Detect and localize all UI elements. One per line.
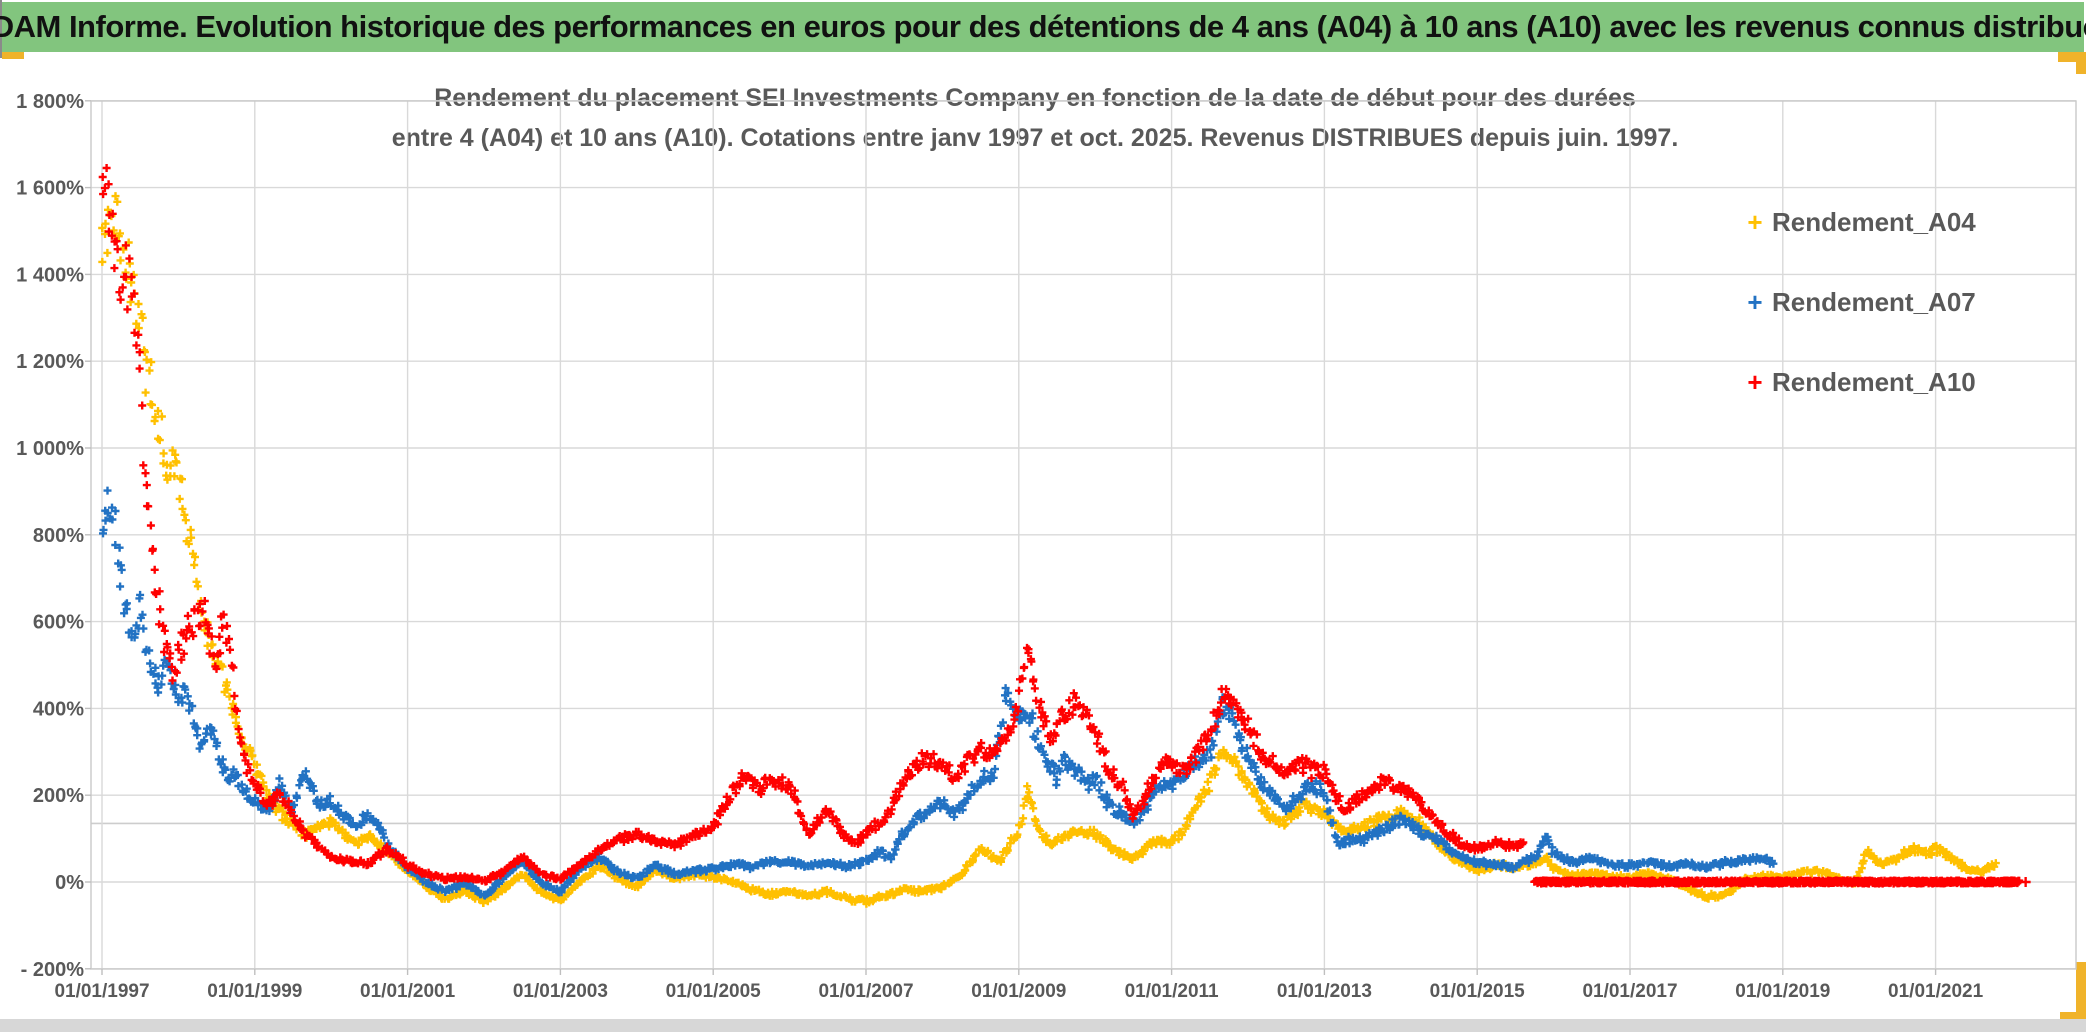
legend-item-Rendement_A07[interactable]: + Rendement_A07 bbox=[1742, 280, 2072, 324]
selection-handle-top-left bbox=[2, 52, 24, 59]
x-tick-label: 01/01/2005 bbox=[666, 981, 762, 1002]
x-tick-label: 01/01/2001 bbox=[360, 981, 456, 1002]
chart-title-line2: entre 4 (A04) et 10 ans (A10). Cotations… bbox=[391, 124, 1679, 152]
y-tick-label: 1 600% bbox=[16, 178, 84, 200]
x-tick-label: 01/01/2021 bbox=[1888, 981, 1984, 1002]
x-tick-label: 01/01/2009 bbox=[971, 981, 1066, 1002]
x-tick-label: 01/01/2013 bbox=[1277, 981, 1372, 1002]
bottom-scrollbar-band[interactable] bbox=[0, 1019, 2086, 1032]
y-tick-label: 1 200% bbox=[16, 351, 84, 373]
x-tick-label: 01/01/2011 bbox=[1125, 981, 1219, 1002]
legend-item-Rendement_A10[interactable]: + Rendement_A10 bbox=[1742, 360, 2072, 404]
legend-plus-marker-icon: + bbox=[1747, 207, 1763, 237]
selection-handle-top-right bbox=[2058, 52, 2086, 62]
y-tick-label: 1 400% bbox=[16, 264, 84, 286]
y-tick-label: - 200% bbox=[21, 959, 85, 981]
y-tick-label: 400% bbox=[33, 698, 84, 720]
x-tick-label: 01/01/1997 bbox=[54, 981, 149, 1002]
x-axis-labels: 01/01/1997 01/01/1999 01/01/2001 01/01/2003… bbox=[54, 981, 1983, 1002]
legend-item-Rendement_A04[interactable]: + Rendement_A04 bbox=[1742, 200, 2072, 244]
series-Rendement_A10 bbox=[98, 164, 1528, 886]
selection-handle-bottom-right-edge bbox=[2076, 962, 2086, 1022]
x-tick-label: 01/01/1999 bbox=[207, 981, 302, 1002]
legend-label: Rendement_A07 bbox=[1772, 286, 1976, 317]
x-tick-label: 01/01/2019 bbox=[1735, 981, 1830, 1002]
chart-title-line1: Rendement du placement SEI Investments C… bbox=[434, 84, 1636, 112]
chart-legend: + Rendement_A04 + Rendement_A07 + Rendement_A… bbox=[1742, 200, 2072, 440]
legend-plus-marker-icon: + bbox=[1747, 367, 1763, 397]
y-tick-label: 600% bbox=[33, 612, 84, 634]
legend-plus-marker-icon: + bbox=[1747, 287, 1763, 317]
scatter-series bbox=[98, 164, 2031, 908]
legend-label: Rendement_A04 bbox=[1772, 206, 1976, 237]
y-tick-label: 200% bbox=[33, 785, 84, 807]
x-tick-label: 01/01/2017 bbox=[1582, 981, 1677, 1002]
selection-handle-bottom-right bbox=[2060, 1012, 2086, 1022]
y-tick-label: 0% bbox=[55, 872, 84, 894]
window-left-edge bbox=[0, 0, 2, 58]
window-title-bar: ADAM Informe. Evolution historique des p… bbox=[0, 2, 2086, 52]
series-Rendement_A04 bbox=[98, 192, 2000, 908]
y-tick-label: 800% bbox=[33, 525, 84, 547]
flat-markers-Rendement_A10 bbox=[1530, 876, 2031, 888]
axis-ticks bbox=[85, 100, 1937, 975]
legend-label: Rendement_A10 bbox=[1772, 366, 1976, 397]
y-tick-label: 1 000% bbox=[16, 438, 84, 460]
y-tick-label: 1 800% bbox=[16, 91, 84, 113]
window-title: ADAM Informe. Evolution historique des p… bbox=[0, 9, 2086, 44]
selection-handle-top-right-edge bbox=[2076, 52, 2086, 74]
chart-title: Rendement du placement SEI Investments C… bbox=[300, 78, 1770, 158]
x-tick-label: 01/01/2007 bbox=[818, 981, 913, 1002]
y-axis-labels: 1 800% 1 600% 1 400% 1 200% 1 000% 800% 600% 40… bbox=[16, 91, 84, 981]
x-tick-label: 01/01/2015 bbox=[1430, 981, 1526, 1002]
x-tick-label: 01/01/2003 bbox=[513, 981, 608, 1002]
